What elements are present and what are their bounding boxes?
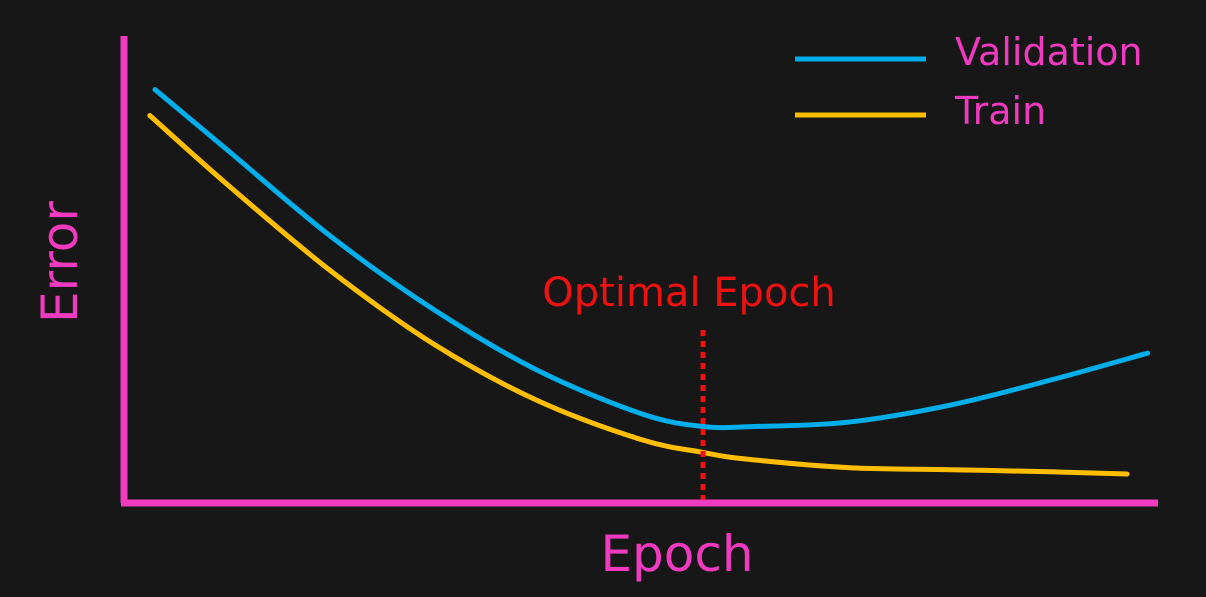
legend: Validation Train bbox=[795, 30, 1143, 133]
optimal-epoch-label: Optimal Epoch bbox=[542, 270, 835, 316]
annotation-layer: Optimal Epoch bbox=[542, 270, 836, 503]
y-axis-title: Error bbox=[31, 201, 89, 323]
series-line-validation bbox=[152, 87, 1151, 431]
x-axis-title: Epoch bbox=[600, 525, 753, 583]
series-layer bbox=[147, 87, 1151, 477]
legend-label-train: Train bbox=[954, 89, 1046, 133]
series-line-train bbox=[147, 113, 1130, 477]
legend-label-validation: Validation bbox=[955, 30, 1143, 74]
